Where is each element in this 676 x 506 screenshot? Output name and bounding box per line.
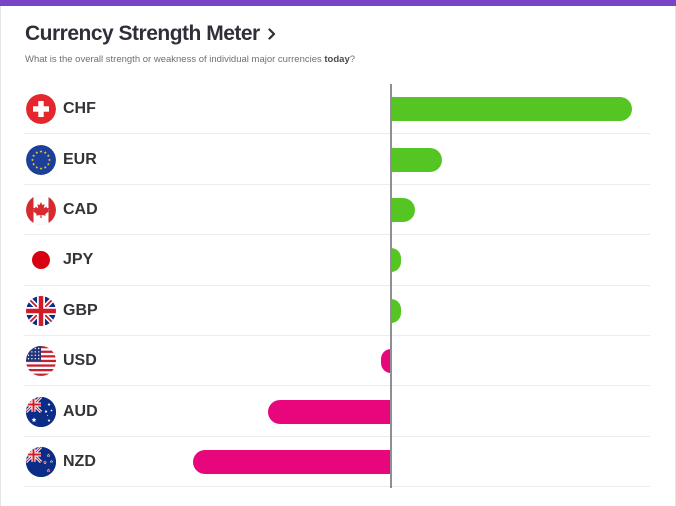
row-divider: [24, 486, 650, 488]
currency-label: CAD: [63, 201, 98, 218]
eu-flag-icon: [26, 144, 56, 175]
currency-label: USD: [63, 352, 97, 370]
accent-bar: [0, 0, 676, 6]
row-divider: [24, 183, 650, 185]
row-divider: [24, 284, 650, 286]
widget-subtitle: What is the overall strength or weakness…: [25, 54, 356, 65]
strength-bar-jpy: [391, 248, 401, 273]
zero-axis-line: [390, 84, 392, 488]
currency-label: NZD: [63, 453, 96, 470]
currency-label: CHF: [63, 100, 96, 118]
widget-title: Currency Strength Meter: [25, 22, 260, 45]
row-divider: [24, 133, 650, 135]
currency-label: JPY: [63, 251, 94, 269]
strength-bar-aud: [268, 399, 391, 424]
new-zealand-flag-icon: [26, 447, 56, 477]
uk-flag-icon: [26, 295, 56, 326]
widget-header: Currency Strength Meter What is the over…: [25, 22, 355, 65]
swiss-flag-icon: [26, 94, 56, 125]
japan-flag-icon: [26, 245, 56, 276]
canada-flag-icon: [26, 195, 56, 225]
row-divider: [24, 335, 650, 336]
chevron-right-icon: [268, 22, 276, 46]
strength-bar-chf: [391, 97, 632, 122]
row-divider: [24, 435, 650, 437]
currency-label: EUR: [63, 150, 97, 168]
row-divider: [24, 234, 650, 236]
row-divider: [24, 385, 650, 387]
strength-bar-usd: [381, 349, 391, 374]
australia-flag-icon: [26, 396, 56, 427]
currency-label: AUD: [63, 402, 98, 420]
strength-bar-eur: [391, 147, 442, 172]
strength-bar-gbp: [391, 298, 401, 323]
usa-flag-icon: [26, 346, 56, 377]
strength-bar-nzd: [193, 450, 391, 474]
title-link[interactable]: Currency Strength Meter: [25, 22, 276, 46]
strength-bar-cad: [391, 198, 416, 222]
currency-label: GBP: [63, 301, 98, 319]
